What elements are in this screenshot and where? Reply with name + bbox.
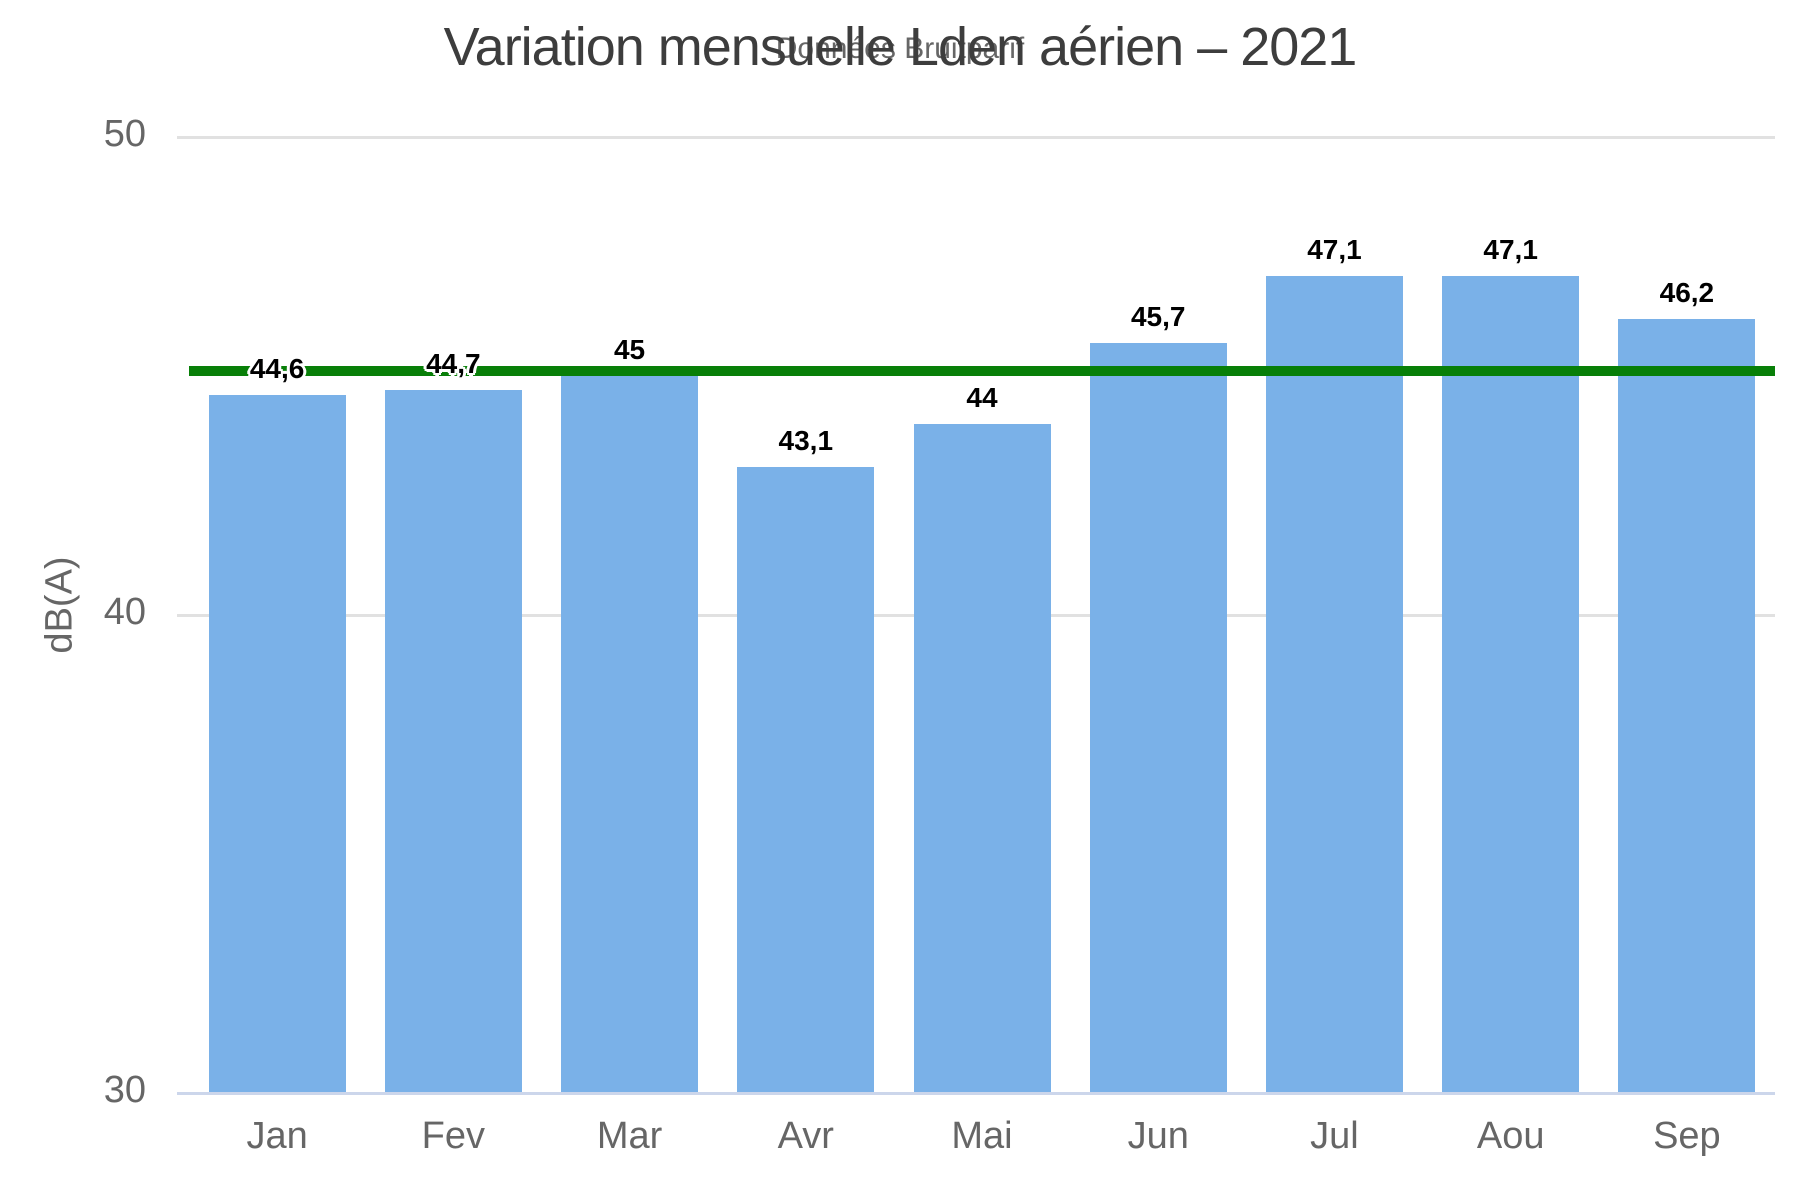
bar-value-label: 44,6 <box>249 353 305 385</box>
y-tick-label: 50 <box>103 113 146 155</box>
bar <box>208 395 346 1093</box>
bar <box>1442 275 1580 1093</box>
axis-tick <box>177 135 189 139</box>
chart-subtitle: Données Bruitparif <box>775 32 1025 65</box>
x-tick-label: Avr <box>777 1115 834 1157</box>
x-tick-label: Mar <box>596 1115 663 1157</box>
bar-value-label: 45 <box>613 334 646 365</box>
x-tick-label: Sep <box>1653 1115 1721 1157</box>
reference-line <box>189 366 1775 377</box>
bar-value-label: 43,1 <box>778 424 834 456</box>
bar-value-label: 47,1 <box>1307 233 1362 265</box>
bar-value-label: 46,2 <box>1659 276 1715 308</box>
bar <box>1618 318 1756 1093</box>
x-tick-label: Mai <box>951 1115 1013 1157</box>
bar-value-label: 47,1 <box>1483 233 1538 265</box>
chart-title: Variation mensuelle Lden aérien – 2021 <box>443 17 1358 77</box>
bar <box>1265 275 1403 1093</box>
x-tick-label: Fev <box>421 1115 486 1157</box>
bar-value-label: 44 <box>966 381 998 413</box>
bar-value-label: 45,7 <box>1130 300 1186 332</box>
bar <box>561 376 699 1093</box>
x-tick-label: Jun <box>1127 1115 1189 1157</box>
bar-value-label: 44,7 <box>426 348 481 380</box>
bar <box>737 466 875 1093</box>
y-tick-label: 30 <box>103 1069 146 1111</box>
x-tick-label: Jul <box>1310 1115 1359 1157</box>
x-tick-label: Jan <box>246 1115 308 1157</box>
bar <box>913 423 1051 1093</box>
bar <box>1089 342 1227 1093</box>
x-tick-label: Aou <box>1476 1115 1545 1157</box>
axis-tick <box>177 613 189 617</box>
gridline <box>189 135 1775 139</box>
y-tick-label: 40 <box>103 591 146 633</box>
bar <box>384 390 522 1093</box>
x-axis-line <box>177 1091 1775 1095</box>
